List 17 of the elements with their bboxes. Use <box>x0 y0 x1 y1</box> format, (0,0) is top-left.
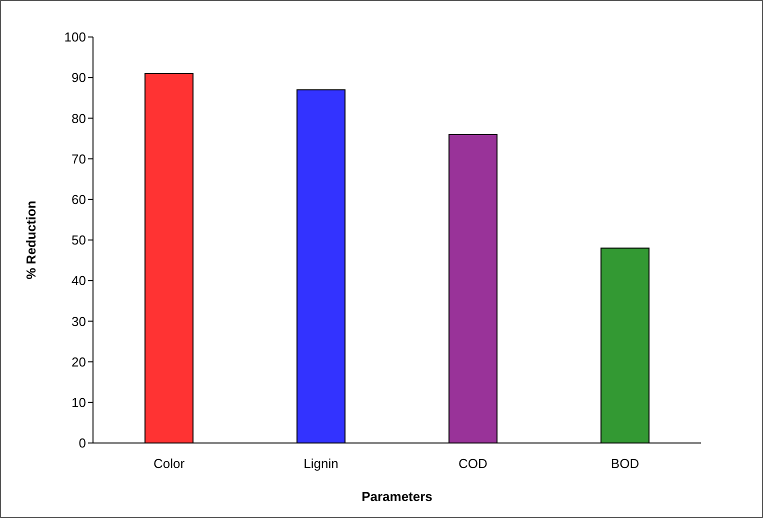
y-tick-label: 0 <box>78 436 86 451</box>
y-tick-label: 90 <box>72 70 86 86</box>
x-tick-label: Color <box>153 456 186 472</box>
x-tick-label: BOD <box>610 456 640 472</box>
y-tick-label: 100 <box>64 30 86 45</box>
y-tick-label: 60 <box>72 192 86 208</box>
y-tick-label: 10 <box>72 395 86 410</box>
y-tick-label: 20 <box>72 354 86 370</box>
x-axis-title: Parameters <box>362 489 432 504</box>
x-tick-label: COD <box>458 456 488 472</box>
y-tick-label: 30 <box>72 314 86 329</box>
y-tick-label: 40 <box>72 273 86 288</box>
y-tick-label: 70 <box>72 151 86 166</box>
y-tick-label: 50 <box>72 232 86 248</box>
x-tick-label: Lignin <box>304 456 338 472</box>
y-axis-title: % Reduction <box>24 200 39 280</box>
y-tick-label: 80 <box>72 110 86 126</box>
